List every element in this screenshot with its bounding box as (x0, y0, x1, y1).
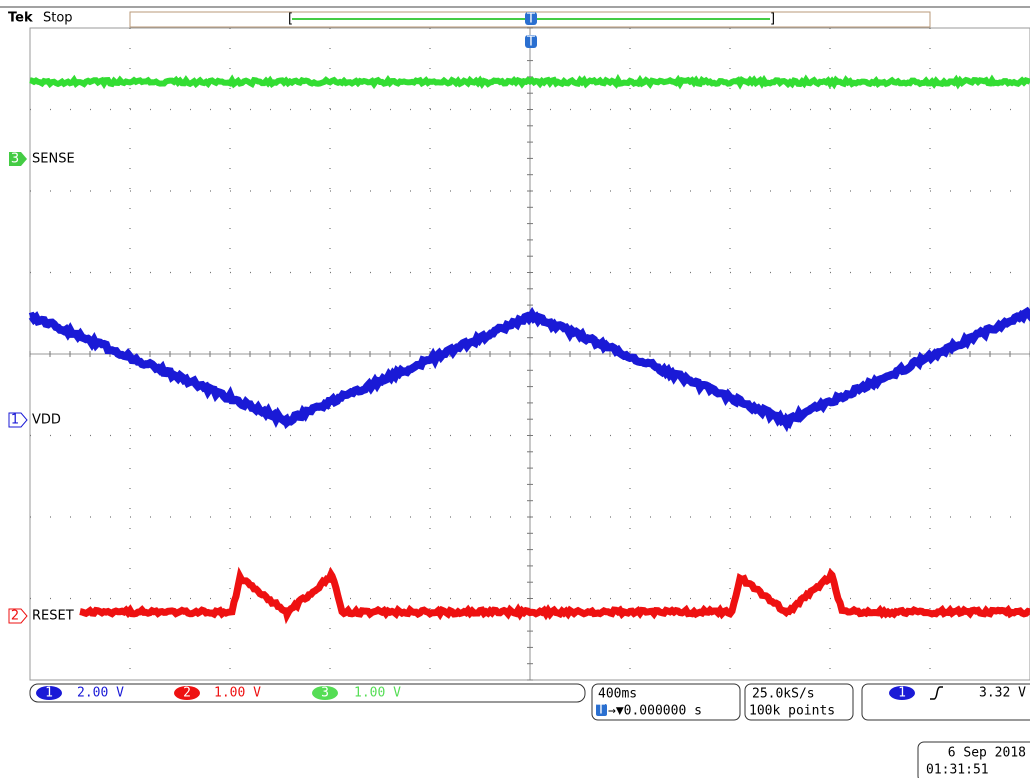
ch-number: 2 (11, 609, 19, 624)
trace-sense (30, 80, 1030, 84)
trigger-level: 3.32 V (979, 686, 1026, 701)
acq-status: Stop (43, 11, 73, 26)
trace-reset (80, 574, 1030, 615)
ch-number: 1 (11, 413, 19, 428)
timebase-position: →▼0.000000 s (608, 704, 702, 719)
ch-badge-number: 2 (183, 686, 191, 701)
ch-label: RESET (32, 609, 74, 624)
time: 01:31:51 (926, 763, 989, 778)
timebase-marker: T (596, 703, 605, 718)
trigger-position: T (526, 35, 535, 50)
brand: Tek (8, 11, 33, 26)
graticule (30, 28, 1030, 680)
ch-scale: 2.00 V (77, 686, 124, 701)
ch-number: 3 (11, 152, 19, 167)
timebase-scale: 400ms (598, 687, 637, 702)
sample-rate: 25.0kS/s (752, 687, 815, 702)
ch-label: VDD (32, 413, 61, 428)
bracket: [ (288, 12, 293, 27)
ch-label: SENSE (32, 152, 75, 167)
ch-scale: 1.00 V (354, 686, 401, 701)
ch-badge-number: 1 (45, 686, 53, 701)
record-length: 100k points (749, 704, 835, 719)
trigger-source: 1 (898, 686, 906, 701)
ch-badge-number: 3 (321, 686, 329, 701)
ch-scale: 1.00 V (214, 686, 261, 701)
trigger-marker: T (526, 12, 535, 27)
bracket: ] (770, 12, 775, 27)
date: 6 Sep 2018 (948, 746, 1026, 761)
